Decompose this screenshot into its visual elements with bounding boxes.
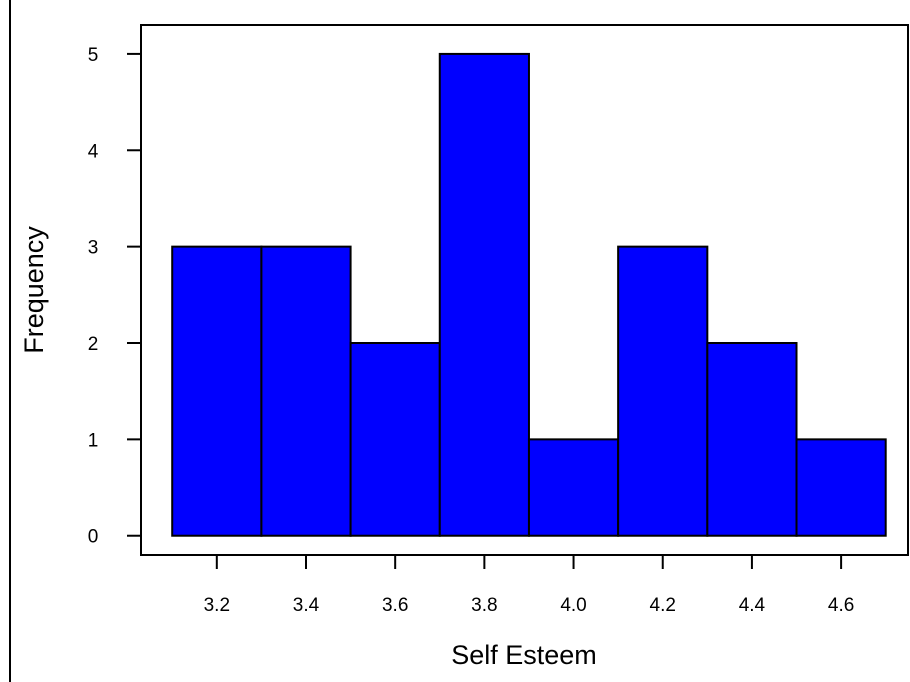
x-axis: 3.2 3.4 3.6 3.8 4.0 4.2 4.4 4.6: [204, 555, 854, 616]
y-tick-label: 3: [88, 238, 99, 259]
y-axis: 0 1 2 3 4 5: [88, 45, 141, 548]
y-tick-label: 2: [88, 334, 99, 355]
x-tick-label: 4.6: [828, 595, 854, 616]
histogram-bar-1: [171, 245, 263, 537]
x-tick-label: 4.0: [560, 595, 586, 616]
histogram-bar-3: [349, 342, 441, 537]
histogram-bar-8: [795, 438, 887, 537]
x-axis-title: Self Esteem: [451, 640, 597, 670]
x-tick-label: 4.4: [739, 595, 766, 616]
x-tick-label: 3.8: [471, 595, 497, 616]
histogram-bar-6: [617, 245, 709, 537]
histogram-bar-4: [438, 52, 530, 537]
y-tick-label: 4: [88, 141, 99, 162]
histogram-bar-2: [260, 245, 352, 537]
x-tick-label: 3.6: [382, 595, 408, 616]
x-tick-label: 4.2: [650, 595, 676, 616]
x-tick-label: 3.2: [204, 595, 230, 616]
x-tick-label: 3.4: [293, 595, 320, 616]
plot-frame: [140, 24, 909, 556]
bars-group: [171, 52, 887, 537]
y-tick-label: 5: [88, 45, 99, 66]
y-tick-label: 0: [88, 527, 99, 548]
histogram-bar-7: [706, 342, 798, 537]
histogram-bar-5: [527, 438, 620, 537]
y-axis-title: Frequency: [19, 226, 49, 354]
y-tick-label: 1: [88, 430, 99, 451]
